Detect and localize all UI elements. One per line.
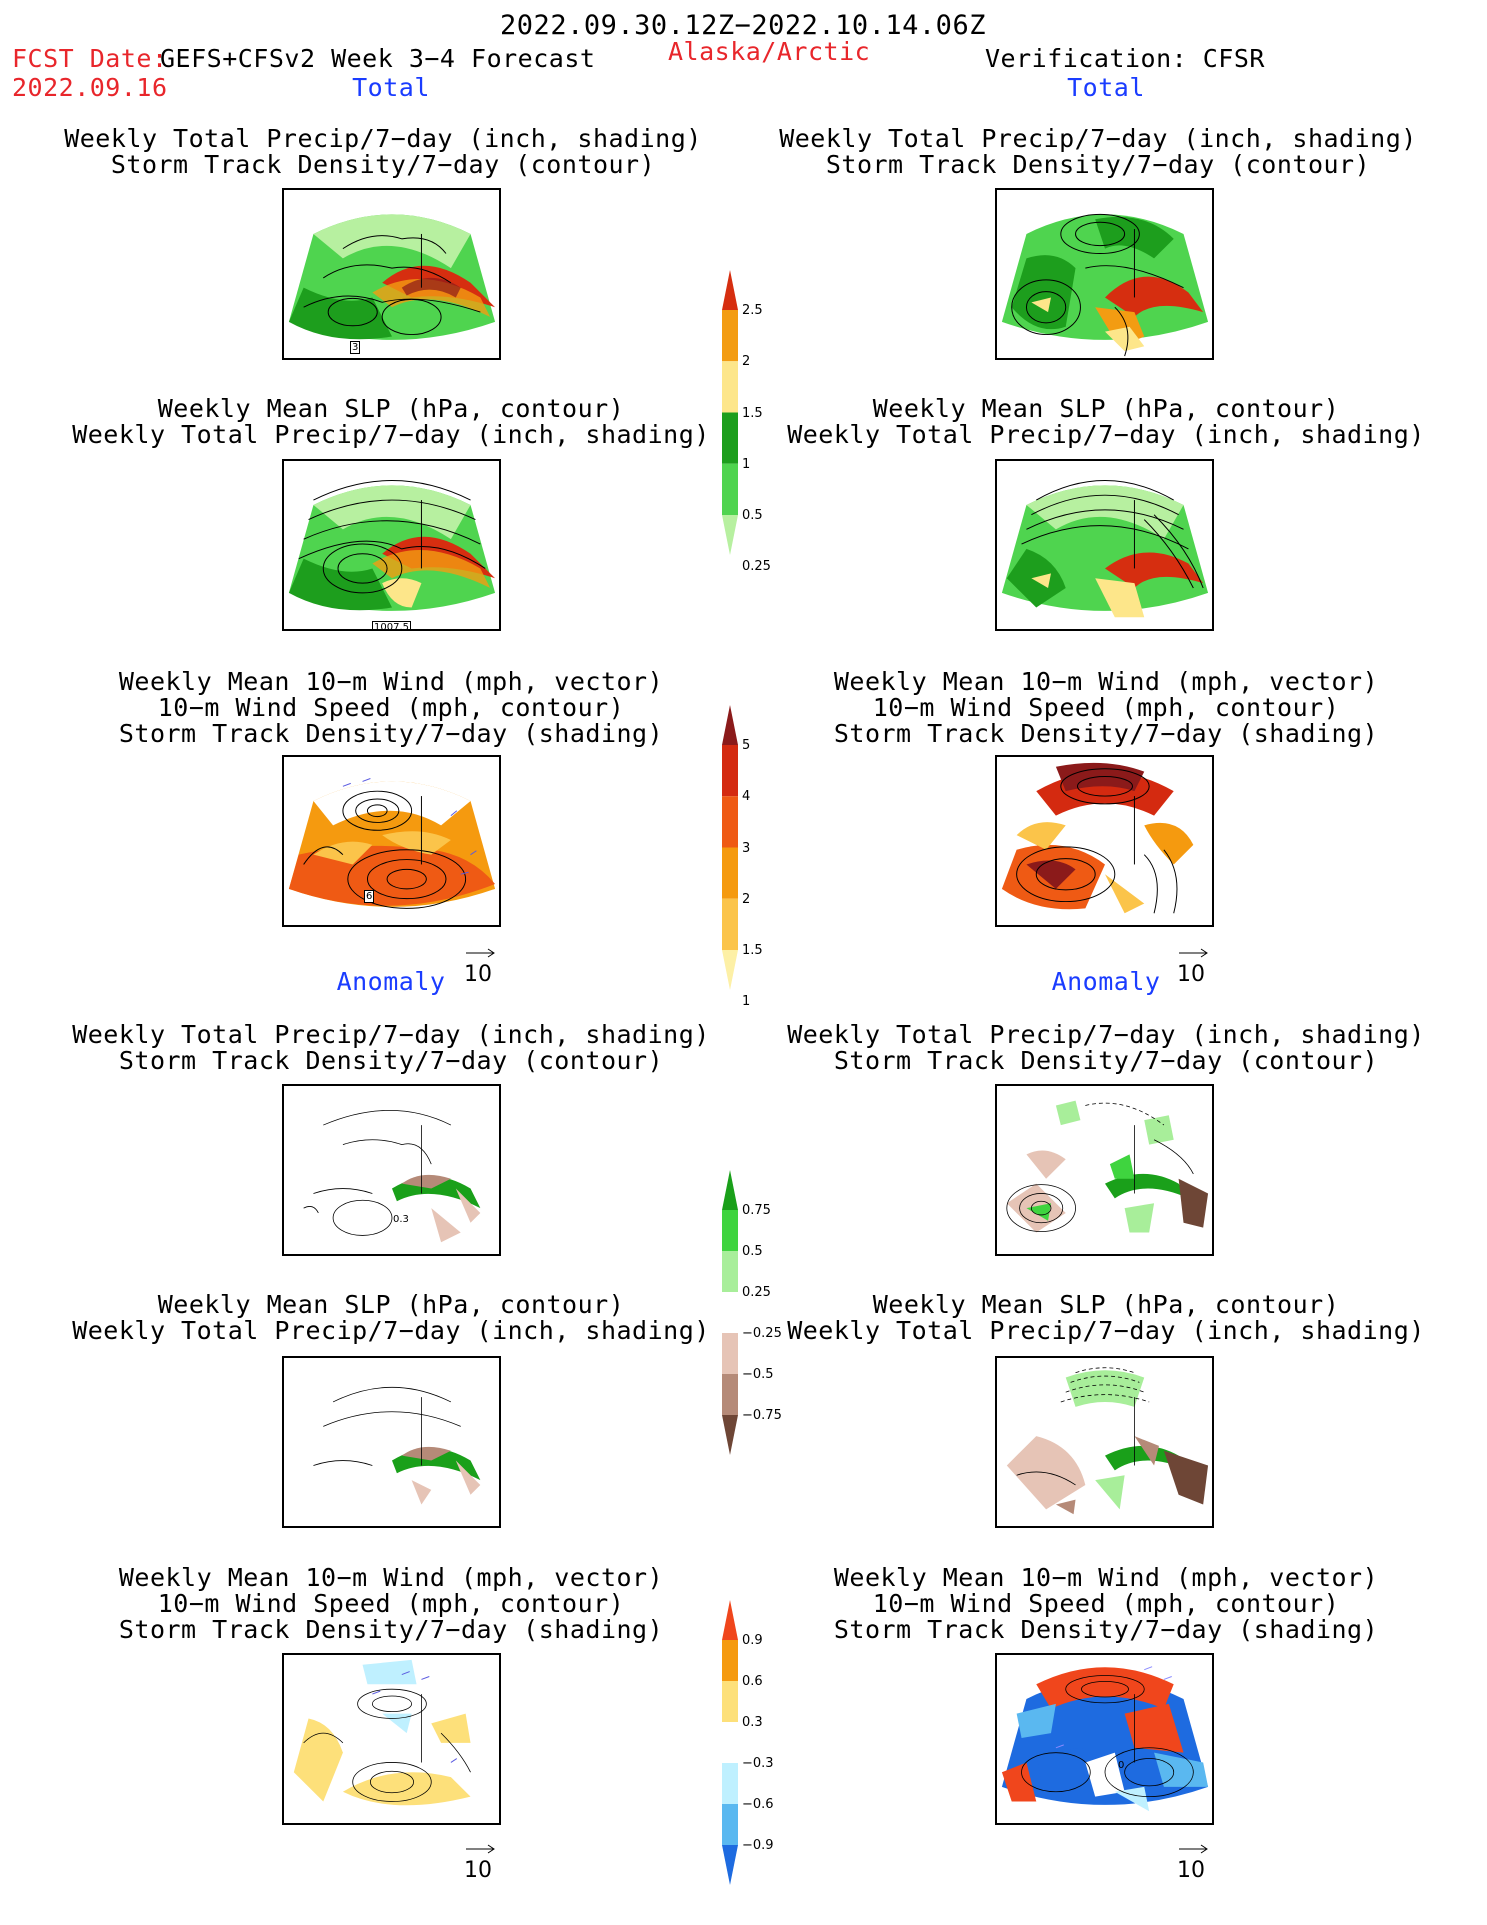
colorbar-anom-precip: 0.75 0.5 0.25 −0.25 −0.5 −0.75	[722, 1170, 782, 1455]
colorbar-segment	[722, 847, 738, 899]
vector-key-total-right: 10	[1173, 946, 1213, 987]
vector-key-total-left: 10	[460, 946, 500, 987]
colorbar-tick-label: −0.6	[742, 1797, 774, 1812]
colorbar-bottom-triangle	[722, 1415, 738, 1455]
colorbar-anom-track: 0.9 0.6 0.3 −0.3 −0.6 −0.9	[722, 1600, 774, 1885]
colorbar-tick-label: 3	[742, 840, 751, 856]
map-total-precip-verification	[995, 188, 1214, 360]
map-anom-slp-forecast	[282, 1356, 501, 1528]
panel-title-anom-left-1: Weekly Total Precip/7−day (inch, shading…	[72, 1020, 710, 1075]
panel-title-anom-right-3: Weekly Mean 10−m Wind (mph, vector) 10−m …	[833, 1563, 1379, 1644]
colorbar-bottom-triangle	[722, 1845, 738, 1885]
colorbar-tick-label: 0.75	[742, 1203, 771, 1218]
colorbar-segment	[722, 1763, 738, 1804]
colorbar-top-triangle	[722, 705, 738, 745]
colorbar-segment	[722, 1251, 738, 1292]
map-anom-wind-forecast	[282, 1653, 501, 1825]
map-total-wind-verification	[995, 755, 1214, 927]
colorbar-top-triangle	[722, 1600, 738, 1640]
colorbar-segment	[722, 1804, 738, 1845]
forecast-name: GEFS+CFSv2 Week 3−4 Forecast	[160, 44, 596, 73]
colorbar-tick-label: 0.5	[742, 1244, 763, 1259]
colorbar-segment	[722, 898, 738, 950]
colorbar-segment	[722, 1210, 738, 1251]
colorbar-tick-label: −0.9	[742, 1838, 774, 1853]
colorbar-tick-label: 0.25	[742, 559, 771, 575]
colorbar-segment	[722, 1333, 738, 1374]
colorbar-bottom-triangle	[722, 950, 738, 990]
colorbar-top-triangle	[722, 1170, 738, 1210]
colorbar-tick-label: 0.3	[742, 1715, 763, 1730]
contour-label: 1007.5	[372, 621, 411, 629]
colorbar-bottom-triangle	[722, 515, 738, 555]
colorbar-segment	[722, 1292, 738, 1333]
colorbar-segment	[722, 310, 738, 362]
panel-title-total-left-1: Weekly Total Precip/7−day (inch, shading…	[64, 124, 702, 179]
panel-title-total-left-2: Weekly Mean SLP (hPa, contour) Weekly Tot…	[72, 394, 710, 449]
section-anomaly-right: Anomaly	[1051, 967, 1161, 996]
contour-label: 0.3	[393, 1214, 409, 1225]
colorbar-tick-label: −0.75	[742, 1408, 782, 1423]
colorbar-tick-label: −0.3	[742, 1756, 774, 1771]
contour-label: 6	[364, 890, 375, 903]
colorbar-total-precip: 2.5 2 1.5 1 0.5 0.25	[722, 270, 771, 573]
date-range-title: 2022.09.30.12Z−2022.10.14.06Z	[500, 10, 986, 41]
panel-title-anom-left-3: Weekly Mean 10−m Wind (mph, vector) 10−m …	[118, 1563, 664, 1644]
colorbar-tick-label: 4	[742, 789, 751, 805]
panel-title-anom-right-1: Weekly Total Precip/7−day (inch, shading…	[787, 1020, 1425, 1075]
colorbar-segment	[722, 1681, 738, 1722]
colorbar-segment	[722, 463, 738, 515]
panel-title-total-right-3: Weekly Mean 10−m Wind (mph, vector) 10−m …	[833, 667, 1379, 748]
verification-label: Verification: CFSR	[985, 44, 1265, 73]
map-anom-precip-forecast: 0.3	[282, 1084, 501, 1256]
vector-key-anom-right: 10	[1173, 1842, 1213, 1883]
map-total-slp-verification	[995, 459, 1214, 631]
colorbar-top-triangle	[722, 270, 738, 310]
fcst-date-label: FCST Date:	[12, 44, 168, 73]
region-label: Alaska/Arctic	[668, 37, 871, 66]
colorbar-segment	[722, 745, 738, 797]
colorbar-tick-label: 0.9	[742, 1633, 763, 1648]
contour-label: 3	[350, 341, 361, 354]
colorbar-tick-label: −0.5	[742, 1367, 774, 1382]
panel-title-total-right-2: Weekly Mean SLP (hPa, contour) Weekly Tot…	[787, 394, 1425, 449]
section-anomaly-left: Anomaly	[336, 967, 446, 996]
contour-label: 0	[1118, 1760, 1125, 1771]
colorbar-tick-label: 1	[742, 456, 751, 472]
colorbar-tick-label: −0.25	[742, 1326, 782, 1341]
section-total-right: Total	[1067, 73, 1145, 102]
colorbar-tick-label: 2	[742, 354, 751, 370]
section-total-left: Total	[352, 73, 430, 102]
colorbar-tick-label: 1	[742, 994, 751, 1010]
colorbar-total-track: 5 4 3 2 1.5 1	[722, 705, 763, 1008]
colorbar-tick-label: 5	[742, 738, 751, 753]
panel-title-anom-right-2: Weekly Mean SLP (hPa, contour) Weekly Tot…	[787, 1290, 1425, 1345]
colorbar-segment	[722, 412, 738, 464]
map-total-slp-forecast: 1007.5	[282, 459, 501, 631]
colorbar-tick-label: 2	[742, 891, 751, 907]
colorbar-tick-label: 0.6	[742, 1674, 763, 1689]
fcst-date: 2022.09.16	[12, 73, 168, 102]
colorbar-tick-label: 1.5	[742, 405, 763, 421]
colorbar-tick-label: 0.25	[742, 1285, 771, 1300]
colorbar-tick-label: 0.5	[742, 508, 763, 523]
map-anom-precip-verification	[995, 1084, 1214, 1256]
colorbar-tick-label: 1.5	[742, 943, 763, 958]
vector-key-anom-left: 10	[460, 1842, 500, 1883]
colorbar-segment	[722, 1374, 738, 1415]
map-anom-slp-verification	[995, 1356, 1214, 1528]
panel-title-total-right-1: Weekly Total Precip/7−day (inch, shading…	[779, 124, 1417, 179]
colorbar-segment	[722, 796, 738, 848]
map-total-precip-forecast: 3	[282, 188, 501, 360]
panel-title-total-left-3: Weekly Mean 10−m Wind (mph, vector) 10−m …	[118, 667, 664, 748]
colorbar-segment	[722, 361, 738, 413]
colorbar-segment	[722, 1722, 738, 1763]
map-total-wind-forecast: 6	[282, 755, 501, 927]
map-anom-wind-verification: 0	[995, 1653, 1214, 1825]
colorbar-segment	[722, 1640, 738, 1681]
panel-title-anom-left-2: Weekly Mean SLP (hPa, contour) Weekly Tot…	[72, 1290, 710, 1345]
colorbar-tick-label: 2.5	[742, 303, 763, 318]
